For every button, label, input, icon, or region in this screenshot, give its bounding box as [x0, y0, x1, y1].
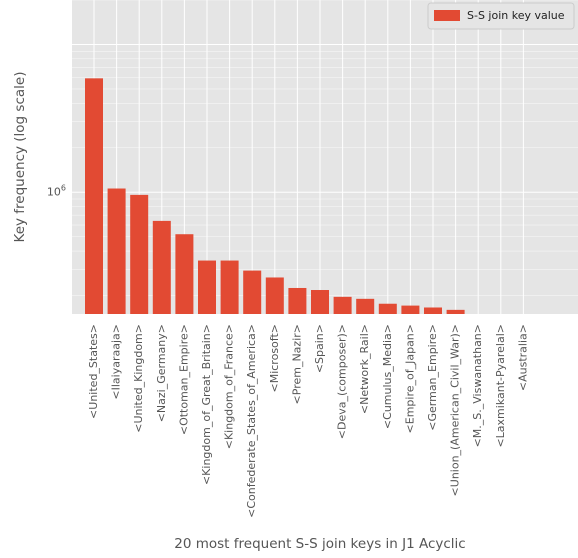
bar — [424, 307, 442, 314]
x-tick-label: <Network_Rail> — [358, 324, 371, 414]
legend-box — [427, 2, 575, 30]
x-axis-label: 20 most frequent S-S join keys in J1 Acy… — [174, 536, 465, 552]
bar — [85, 78, 103, 315]
legend-swatch — [434, 10, 460, 21]
x-tick-label: <Ottoman_Empire> — [177, 324, 190, 435]
bar — [311, 290, 329, 314]
y-tick-label: 106 — [47, 183, 66, 199]
bar — [401, 305, 420, 314]
x-tick-label: <United_States> — [87, 324, 100, 419]
bar — [107, 188, 126, 314]
x-tick-label: <Deva_(composer)> — [336, 324, 349, 439]
bar — [446, 309, 465, 314]
x-tick-label: <Nazi_Germany> — [155, 324, 168, 422]
x-tick-label: <Spain> — [313, 324, 326, 373]
bars — [85, 78, 465, 315]
bar — [378, 303, 397, 314]
bar — [333, 296, 352, 314]
x-tick-label: <Australia> — [516, 324, 529, 391]
x-tick-label: <Microsoft> — [268, 324, 281, 393]
x-tick-label: <Kingdom_of_Great_Britain> — [200, 324, 213, 485]
y-axis-ticks: 106 — [47, 183, 66, 199]
bar — [220, 260, 239, 314]
bar — [288, 287, 307, 314]
bar — [175, 234, 194, 314]
x-tick-label: <Kingdom_of_France> — [223, 324, 236, 449]
x-tick-label: <Cumulus_Media> — [381, 324, 394, 429]
legend-label: S-S join key value — [467, 9, 565, 22]
bar — [152, 220, 171, 314]
x-tick-label: <Confederate_States_of_America> — [245, 324, 258, 518]
bar — [243, 270, 262, 314]
bar — [265, 277, 284, 314]
y-axis-label: Key frequency (log scale) — [12, 72, 28, 243]
x-tick-label: <German_Empire> — [426, 324, 439, 431]
x-tick-label: <Empire_of_Japan> — [403, 324, 416, 433]
bar — [130, 194, 149, 314]
x-axis-ticks: <United_States> <Ilaiyaraaja> <United_King… — [87, 324, 529, 518]
legend: S-S join key value — [427, 2, 575, 30]
x-tick-label: <United_Kingdom> — [132, 324, 145, 433]
x-tick-label: <Prem_Nazir> — [290, 324, 303, 404]
x-tick-label: <M._S._Viswanathan> — [471, 324, 484, 447]
x-tick-label: <Laxmikant-Pyarelal> — [494, 324, 507, 448]
x-tick-label: <Union_(American_Civil_War)> — [449, 324, 462, 496]
x-tick-label: <Ilaiyaraaja> — [110, 324, 123, 400]
bar — [198, 260, 216, 314]
bar — [356, 298, 375, 314]
